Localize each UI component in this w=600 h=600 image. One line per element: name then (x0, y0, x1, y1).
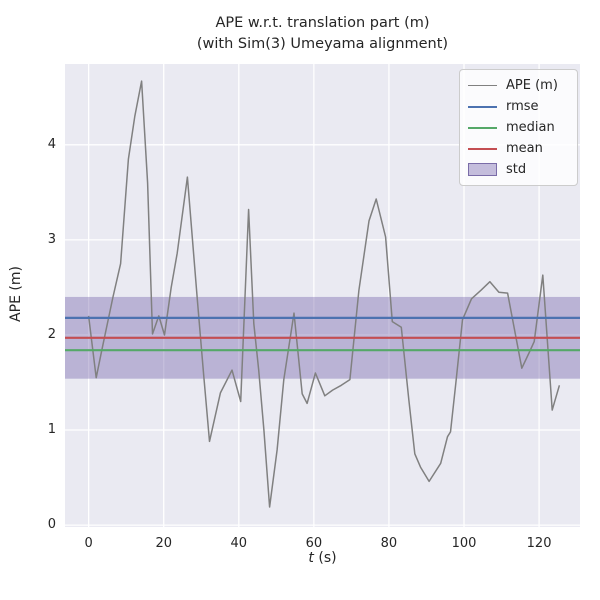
chart-title-line2: (with Sim(3) Umeyama alignment) (196, 36, 449, 52)
legend-label: std (506, 162, 527, 177)
y-tick-label: 0 (47, 517, 56, 533)
y-tick-label: 3 (47, 231, 56, 247)
legend-item-rmse: rmse (468, 96, 570, 117)
x-tick-label: 20 (155, 536, 172, 551)
y-tick-label: 2 (47, 326, 56, 342)
y-tick-label: 4 (47, 136, 56, 152)
x-tick-label: 100 (451, 536, 477, 551)
legend-swatch-line (468, 147, 497, 150)
legend: APE (m) rmse median mean std (459, 69, 578, 186)
x-tick-label: 80 (380, 536, 398, 551)
x-tick-label: 0 (84, 536, 93, 551)
legend-item-ape-m: APE (m) (468, 75, 570, 96)
legend-item-median: median (468, 117, 570, 138)
x-tick-label: 120 (526, 536, 552, 551)
y-tick-label: 1 (47, 422, 56, 438)
legend-swatch-patch (468, 163, 497, 176)
x-axis-label: t (s) (65, 550, 580, 566)
legend-label: median (506, 120, 555, 135)
legend-swatch-line (468, 126, 497, 129)
x-tick-label: 60 (305, 536, 323, 551)
legend-label: mean (506, 141, 543, 156)
y-axis-label: APE (m) (8, 266, 24, 322)
legend-item-std: std (468, 159, 570, 180)
chart-title-line1: APE w.r.t. translation part (m) (215, 15, 430, 31)
chart-title: APE w.r.t. translation part (m) (with Si… (65, 13, 580, 55)
ape-line (87, 80, 561, 508)
legend-label: APE (m) (506, 78, 558, 93)
x-tick-label: 40 (230, 536, 248, 551)
x-axis-label-variable: t (308, 550, 314, 566)
legend-swatch-line (468, 85, 497, 86)
legend-item-mean: mean (468, 138, 570, 159)
legend-swatch-line (468, 105, 497, 108)
x-axis-label-unit: (s) (313, 550, 337, 566)
legend-label: rmse (506, 99, 539, 114)
